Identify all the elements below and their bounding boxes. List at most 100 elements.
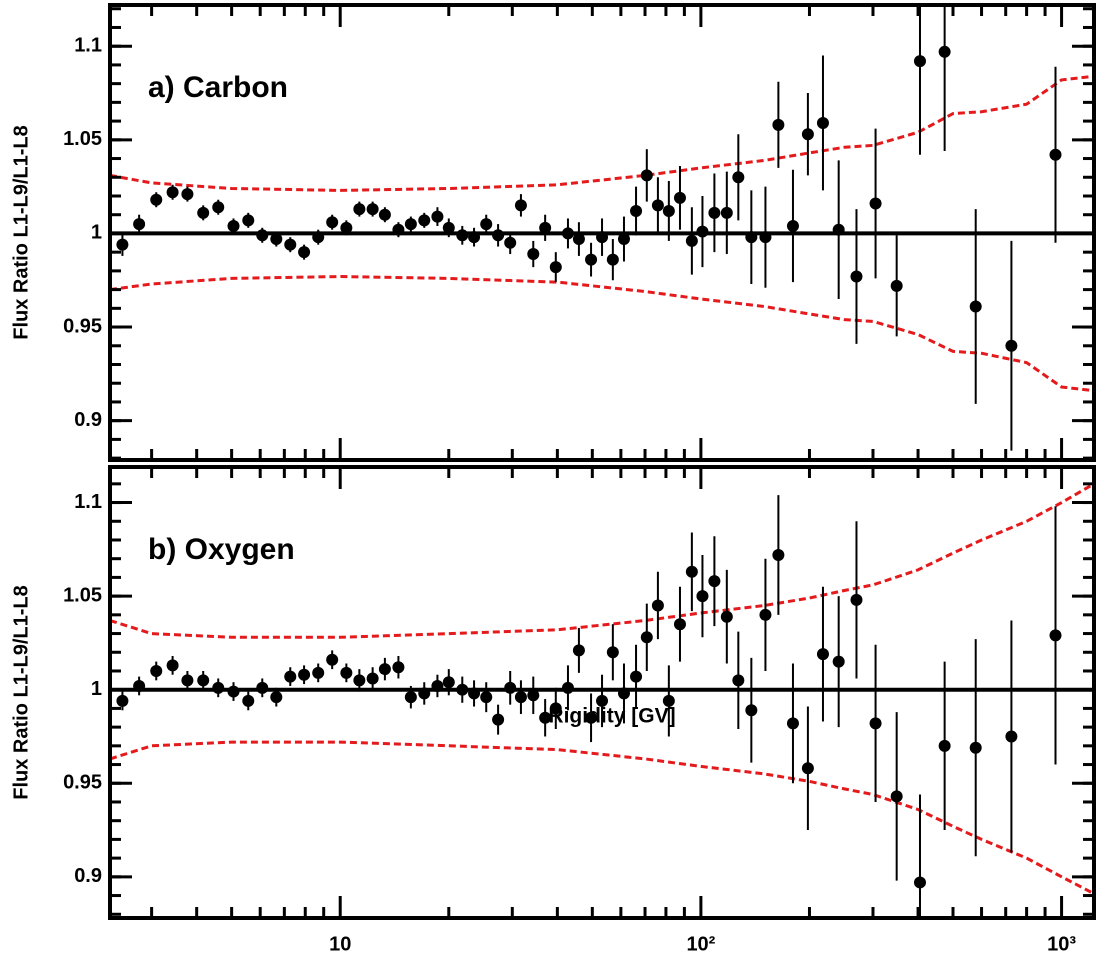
data-point [539, 711, 552, 724]
y-axis-title: Flux Ratio L1-L9/L1-L8 [10, 585, 32, 799]
panel-title: a) Carbon [148, 71, 288, 104]
data-point [326, 216, 339, 229]
data-point [869, 197, 882, 210]
data-point [480, 691, 493, 704]
data-point [340, 221, 353, 234]
data-point [404, 691, 417, 704]
x-tick-label: 10 [329, 933, 351, 955]
data-point [549, 702, 562, 715]
data-point [298, 668, 311, 681]
y-tick-label: 0.9 [74, 865, 102, 887]
data-point [514, 691, 527, 704]
y-tick-label: 0.9 [74, 409, 102, 431]
data-point [816, 648, 829, 661]
data-point [480, 218, 493, 231]
data-point [685, 565, 698, 578]
data-point [181, 188, 194, 201]
data-point [651, 599, 664, 612]
data-point [133, 218, 146, 231]
data-point [326, 653, 339, 666]
plot-area [110, 5, 1094, 451]
data-point [720, 610, 733, 623]
data-point [504, 236, 517, 249]
data-point [270, 691, 283, 704]
data-point [696, 590, 709, 603]
data-point [606, 646, 619, 659]
data-point [745, 704, 758, 717]
systematic-band [110, 74, 1094, 192]
data-point [242, 694, 255, 707]
data-point [606, 253, 619, 266]
systematic-band [110, 740, 1094, 896]
y-tick-label: 1 [91, 678, 102, 700]
data-point [772, 548, 785, 561]
data-point [938, 739, 951, 752]
data-point [212, 201, 225, 214]
data-point [366, 203, 379, 216]
data-point [801, 762, 814, 775]
data-point [539, 221, 552, 234]
y-tick-label: 1.1 [74, 34, 102, 56]
data-point [596, 694, 609, 707]
data-point [181, 674, 194, 687]
data-point [651, 199, 664, 212]
data-point [166, 186, 179, 199]
y-tick-label: 1.05 [63, 128, 102, 150]
data-point [708, 575, 721, 588]
data-point [801, 128, 814, 141]
data-point [708, 206, 721, 219]
panel: 0.9 0.95 1 1.05 1.1 10 10² 10³ b) Oxygen Flux Rat… [10, 465, 1096, 955]
data-point [431, 210, 444, 223]
data-point [732, 171, 745, 184]
data-point [242, 214, 255, 227]
data-point [527, 248, 540, 261]
data-point [353, 203, 366, 216]
data-point [1005, 730, 1018, 743]
data-point [869, 717, 882, 730]
panel: 0.9 0.95 1 1.05 1.1 a) Carbon Flux Ratio L1-L9… [10, 3, 1096, 462]
systematic-band [110, 482, 1094, 639]
x-axis-title: Rigidity [GV] [548, 705, 675, 728]
data-point [549, 261, 562, 274]
data-point [772, 118, 785, 131]
data-point [585, 711, 598, 724]
data-point [673, 618, 686, 631]
data-point [969, 300, 982, 313]
data-point [617, 233, 630, 246]
data-point [270, 233, 283, 246]
data-point [378, 663, 391, 676]
data-point [938, 45, 951, 58]
data-point [442, 221, 455, 234]
data-point [298, 246, 311, 259]
data-point [630, 670, 643, 683]
data-point [890, 790, 903, 803]
data-point [1049, 148, 1062, 161]
data-point [640, 169, 653, 182]
data-point [442, 676, 455, 689]
data-point [227, 219, 240, 232]
data-point [418, 214, 431, 227]
x-tick-label: 10³ [1047, 933, 1076, 955]
data-point [913, 55, 926, 68]
data-point [759, 608, 772, 621]
data-point [116, 694, 129, 707]
data-point [366, 672, 379, 685]
data-point [662, 694, 675, 707]
data-point [527, 689, 540, 702]
x-tick-label: 10² [686, 933, 715, 955]
data-point [832, 655, 845, 668]
y-axis-title: Flux Ratio L1-L9/L1-L8 [10, 125, 32, 339]
data-point [150, 664, 163, 677]
data-point [786, 717, 799, 730]
systematic-band [110, 274, 1094, 393]
data-point [685, 234, 698, 247]
y-tick-label: 1 [91, 222, 102, 244]
y-tick-label: 0.95 [63, 315, 102, 337]
data-point [378, 208, 391, 221]
data-point [197, 206, 210, 219]
data-point [116, 238, 129, 251]
panel-title: b) Oxygen [148, 533, 295, 566]
data-point [1005, 339, 1018, 352]
